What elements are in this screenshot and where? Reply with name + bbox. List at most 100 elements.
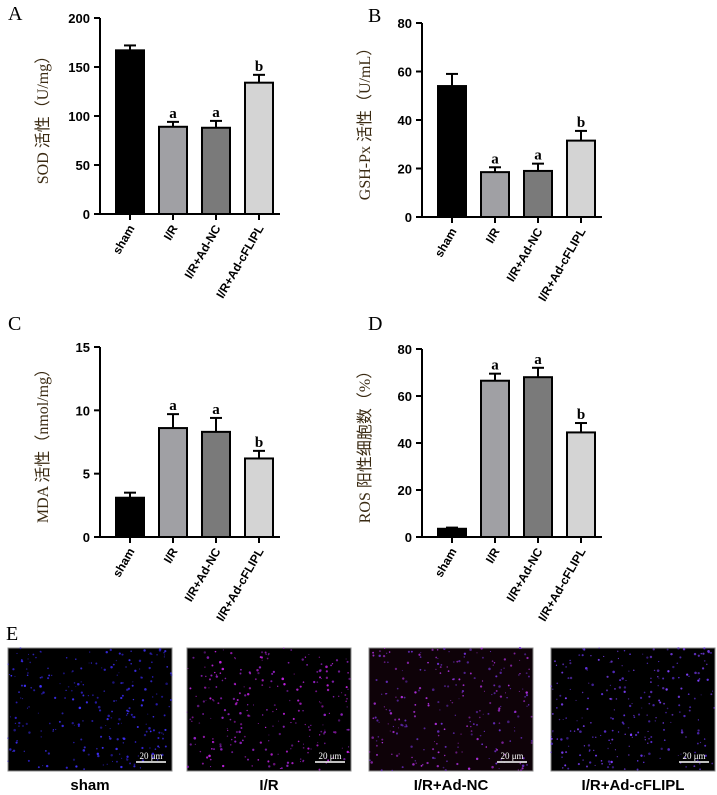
cell-dot	[400, 723, 403, 727]
panel-label: B	[368, 5, 381, 27]
cell-dot	[227, 713, 230, 716]
cell-dot	[325, 665, 328, 669]
cell-dot	[270, 753, 273, 756]
cell-dot	[595, 736, 597, 739]
cell-dot	[234, 740, 237, 743]
cell-dot	[291, 762, 294, 765]
cell-dot	[644, 739, 647, 741]
significance-label: a	[491, 151, 499, 167]
cell-dot	[282, 712, 286, 715]
cell-dot	[398, 753, 400, 755]
cell-dot	[383, 706, 385, 708]
y-tick-label: 0	[405, 210, 412, 225]
cell-dot	[652, 648, 655, 651]
cell-dot	[526, 764, 528, 766]
cell-dot	[614, 749, 616, 751]
cell-dot	[601, 763, 603, 765]
cell-dot	[113, 700, 115, 702]
cell-dot	[193, 736, 197, 740]
cell-dot	[154, 748, 157, 750]
cell-dot	[119, 753, 121, 755]
cell-dot	[347, 688, 349, 690]
cell-dot	[658, 660, 660, 663]
cell-dot	[286, 689, 289, 692]
y-tick-label: 60	[398, 65, 412, 80]
y-tick-label: 50	[76, 158, 90, 173]
cell-dot	[12, 668, 15, 671]
cell-dot	[88, 662, 90, 664]
cell-dot	[710, 693, 713, 696]
cell-dot	[347, 672, 349, 674]
cell-dot	[219, 660, 222, 664]
cell-dot	[371, 736, 374, 739]
cell-dot	[513, 711, 516, 713]
cell-dot	[186, 765, 190, 768]
cell-dot	[9, 748, 12, 751]
cell-dot	[578, 654, 581, 657]
cell-dot	[378, 721, 380, 723]
cell-dot	[71, 670, 74, 673]
cell-dot	[58, 720, 61, 723]
cell-dot	[404, 725, 407, 728]
cell-dot	[401, 766, 404, 769]
cell-dot	[25, 722, 28, 725]
cell-dot	[392, 730, 395, 734]
cell-dot	[75, 686, 77, 688]
cell-dot	[487, 712, 490, 715]
cell-dot	[240, 668, 242, 671]
cell-dot	[261, 651, 264, 654]
cell-dot	[623, 686, 627, 689]
cell-dot	[627, 726, 630, 729]
cell-dot	[267, 760, 270, 763]
cell-dot	[677, 646, 680, 650]
cell-dot	[527, 704, 530, 706]
significance-label: a	[212, 105, 220, 121]
cell-dot	[662, 728, 666, 731]
cell-dot	[341, 747, 343, 749]
panel-label: D	[368, 313, 382, 335]
cell-dot	[697, 719, 700, 721]
cell-dot	[370, 761, 373, 764]
cell-dot	[22, 725, 24, 727]
cell-dot	[633, 716, 636, 718]
cell-dot	[483, 730, 486, 733]
cell-dot	[97, 754, 100, 758]
cell-dot	[380, 769, 383, 772]
cell-dot	[109, 737, 112, 740]
cell-dot	[427, 702, 430, 705]
cell-dot	[704, 744, 707, 747]
y-tick-label: 0	[83, 530, 90, 545]
cell-dot	[610, 716, 613, 719]
cell-dot	[560, 738, 563, 741]
cell-dot	[106, 763, 108, 765]
cell-dot	[161, 753, 164, 757]
cell-dot	[440, 722, 443, 725]
cell-dot	[503, 667, 505, 669]
cell-dot	[437, 751, 440, 754]
cell-dot	[479, 709, 481, 712]
cell-dot	[491, 765, 494, 769]
cell-dot	[71, 671, 73, 673]
cell-dot	[261, 679, 264, 682]
cell-dot	[59, 683, 61, 685]
cell-dot	[693, 765, 696, 768]
cell-dot	[82, 684, 85, 686]
cell-dot	[554, 660, 556, 663]
cell-dot	[345, 700, 348, 703]
cell-dot	[151, 653, 153, 656]
cell-dot	[693, 697, 696, 700]
cell-dot	[260, 656, 264, 659]
cell-dot	[47, 677, 50, 680]
cell-dot	[194, 743, 197, 746]
cell-dot	[307, 751, 309, 754]
cell-dot	[257, 758, 260, 761]
cell-dot	[662, 687, 665, 690]
cell-dot	[500, 705, 502, 708]
cell-dot	[389, 730, 391, 732]
cell-dot	[473, 677, 476, 680]
cell-dot	[650, 736, 653, 738]
cell-dot	[619, 679, 622, 682]
cell-dot	[346, 706, 348, 708]
cell-dot	[141, 699, 145, 702]
cell-dot	[385, 692, 388, 695]
